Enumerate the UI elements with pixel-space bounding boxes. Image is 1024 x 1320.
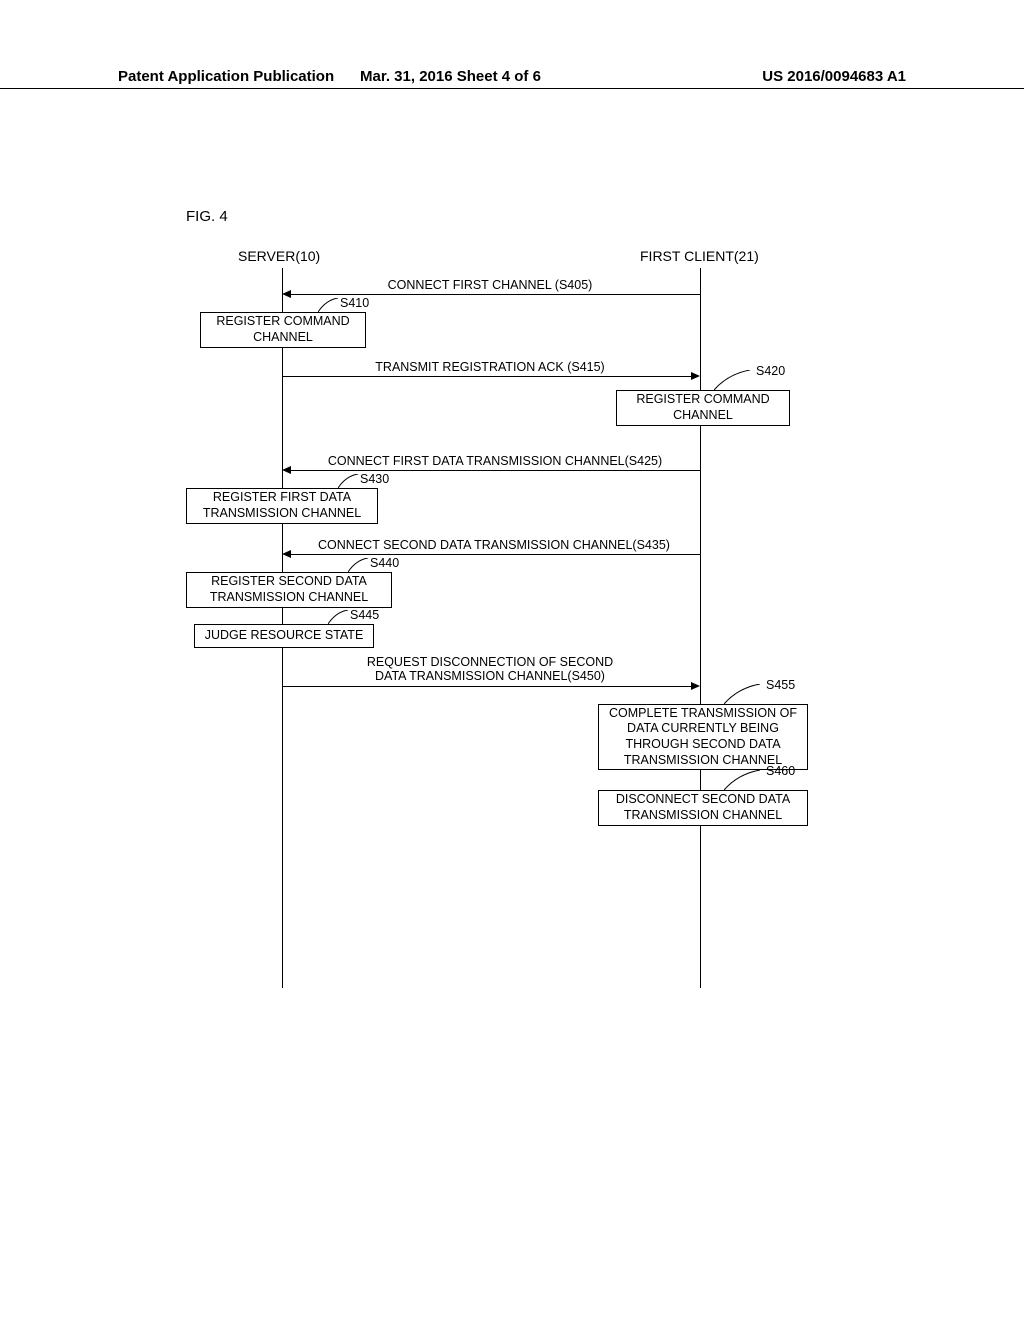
step-s445-label: S445 <box>350 608 379 622</box>
lane-server-label: SERVER(10) <box>238 248 320 264</box>
arrow-s450-head <box>691 682 700 690</box>
lane-client-label: FIRST CLIENT(21) <box>640 248 759 264</box>
box-s430: REGISTER FIRST DATA TRANSMISSION CHANNEL <box>186 488 378 524</box>
box-s420-text: REGISTER COMMAND CHANNEL <box>617 392 789 423</box>
box-s440: REGISTER SECOND DATA TRANSMISSION CHANNE… <box>186 572 392 608</box>
arrow-s405-label: CONNECT FIRST CHANNEL (S405) <box>360 278 620 292</box>
arrow-s415-label: TRANSMIT REGISTRATION ACK (S415) <box>360 360 620 374</box>
arrow-s450-line2: DATA TRANSMISSION CHANNEL(S450) <box>375 669 605 683</box>
header-left: Patent Application Publication <box>118 68 334 85</box>
step-s440-label: S440 <box>370 556 399 570</box>
box-s410: REGISTER COMMAND CHANNEL <box>200 312 366 348</box>
arrow-s450 <box>282 686 691 687</box>
arrow-s415 <box>282 376 691 377</box>
step-s430-label: S430 <box>360 472 389 486</box>
figure-label: FIG. 4 <box>186 208 228 225</box>
arrow-s450-label: REQUEST DISCONNECTION OF SECOND DATA TRA… <box>340 656 640 684</box>
box-s460-text: DISCONNECT SECOND DATA TRANSMISSION CHAN… <box>599 792 807 823</box>
box-s430-text: REGISTER FIRST DATA TRANSMISSION CHANNEL <box>187 490 377 521</box>
arrow-s415-head <box>691 372 700 380</box>
box-s455-text: COMPLETE TRANSMISSION OF DATA CURRENTLY … <box>599 706 807 769</box>
step-s420-label: S420 <box>756 364 785 378</box>
client-lifeline <box>700 268 701 988</box>
page-header: Patent Application Publication Mar. 31, … <box>0 88 1024 89</box>
arrow-s425 <box>291 470 700 471</box>
header-center: Mar. 31, 2016 Sheet 4 of 6 <box>360 68 541 85</box>
arrow-s425-head <box>282 466 291 474</box>
box-s410-text: REGISTER COMMAND CHANNEL <box>201 314 365 345</box>
arrow-s425-label: CONNECT FIRST DATA TRANSMISSION CHANNEL(… <box>310 454 680 468</box>
step-s455-label: S455 <box>766 678 795 692</box>
arrow-s435-head <box>282 550 291 558</box>
arrow-s450-line1: REQUEST DISCONNECTION OF SECOND <box>367 655 613 669</box>
header-right: US 2016/0094683 A1 <box>762 68 906 85</box>
arrow-s435-label: CONNECT SECOND DATA TRANSMISSION CHANNEL… <box>304 538 684 552</box>
box-s445: JUDGE RESOURCE STATE <box>194 624 374 648</box>
sequence-diagram: SERVER(10) FIRST CLIENT(21) CONNECT FIRS… <box>200 248 824 998</box>
box-s445-text: JUDGE RESOURCE STATE <box>205 628 364 644</box>
box-s440-text: REGISTER SECOND DATA TRANSMISSION CHANNE… <box>187 574 391 605</box>
arrow-s405 <box>291 294 700 295</box>
box-s420: REGISTER COMMAND CHANNEL <box>616 390 790 426</box>
arrow-s435 <box>291 554 700 555</box>
box-s460: DISCONNECT SECOND DATA TRANSMISSION CHAN… <box>598 790 808 826</box>
arrow-s405-head <box>282 290 291 298</box>
step-s460-label: S460 <box>766 764 795 778</box>
step-s410-label: S410 <box>340 296 369 310</box>
box-s455: COMPLETE TRANSMISSION OF DATA CURRENTLY … <box>598 704 808 770</box>
